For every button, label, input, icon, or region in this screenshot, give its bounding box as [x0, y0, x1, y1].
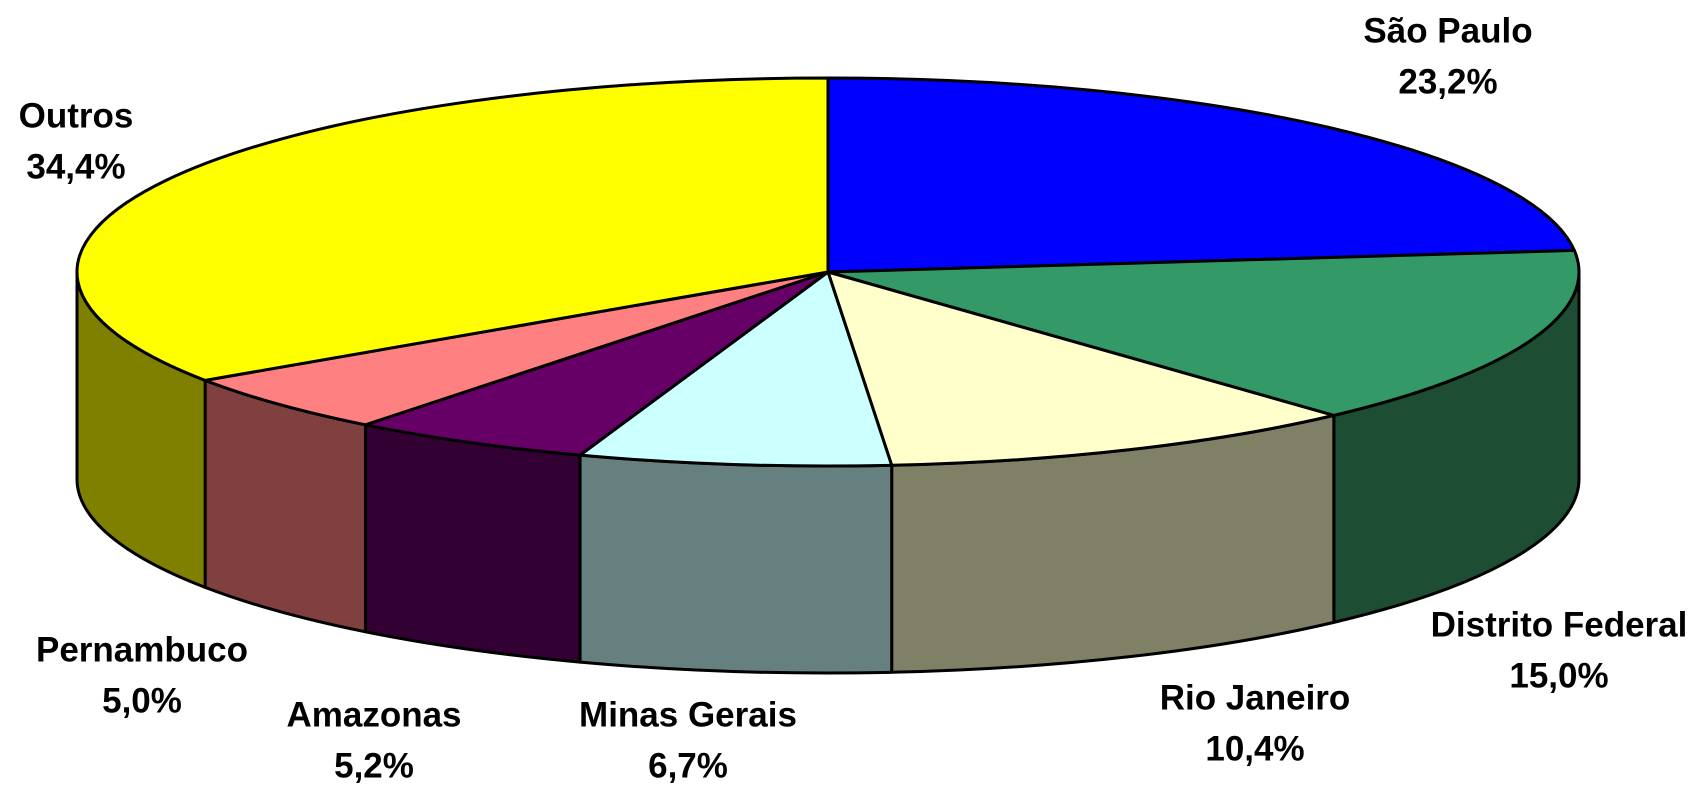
slice-label: Rio Janeiro: [1160, 678, 1351, 717]
pie-slice: [826, 248, 1581, 417]
slice-value-label: 15,0%: [1509, 656, 1608, 695]
pie-slice: [826, 270, 1336, 467]
pie-slice: [203, 270, 830, 427]
slice-value-label: 23,2%: [1398, 62, 1497, 101]
slice-label: Outros: [19, 96, 134, 135]
slice-value-label: 5,2%: [334, 746, 414, 785]
pie-slice: [578, 270, 894, 468]
pie-slice: [363, 270, 830, 457]
slice-value-label: 5,0%: [102, 681, 182, 720]
slice-value-label: 6,7%: [648, 746, 728, 785]
slice-label: Pernambuco: [36, 630, 248, 669]
slice-label: Amazonas: [286, 695, 461, 734]
slice-value-label: 10,4%: [1205, 729, 1304, 768]
slice-value-label: 34,4%: [26, 147, 125, 186]
pie-slice: [75, 76, 830, 382]
pie-slice: [826, 76, 1576, 274]
pie-side: [578, 453, 894, 675]
slice-label: Minas Gerais: [579, 695, 797, 734]
pie-side: [363, 423, 582, 664]
slice-label: São Paulo: [1363, 11, 1532, 50]
slice-label: Distrito Federal: [1431, 605, 1688, 644]
